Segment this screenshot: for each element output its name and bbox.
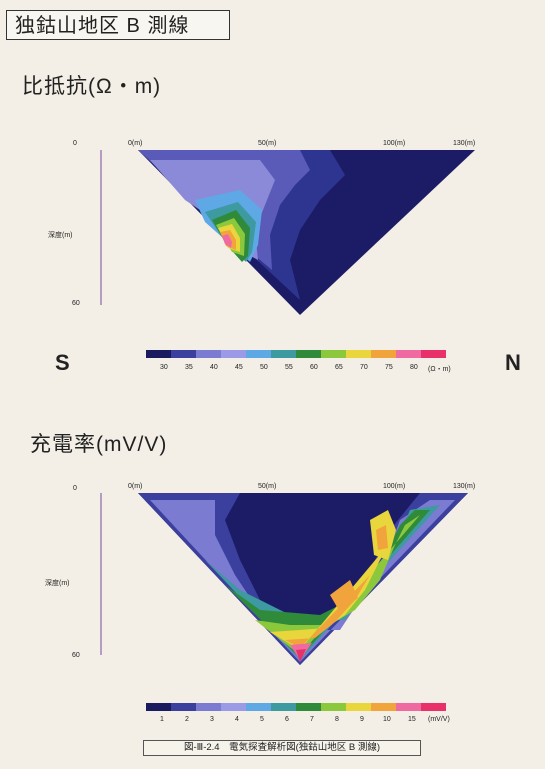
resistivity-scale-tick: 35 [185,364,193,371]
resistivity-scale-unit: (Ω・m) [428,366,451,373]
resistivity-scale-tick: 65 [335,364,343,371]
resistivity-scale-tick: 75 [385,364,393,371]
north-label: N [505,350,521,375]
chargeability-scale-tick: 15 [408,716,416,723]
chargeability-x-tick-0: 0(m) [128,483,143,490]
south-label: S [55,350,70,375]
resistivity-depth-label: 深度(m) [48,232,73,239]
chargeability-scale-unit: (mV/V) [428,716,450,723]
chargeability-heading: 充電率(mV/V) [30,433,168,456]
resistivity-scale-tick: 60 [310,364,318,371]
resistivity-section [138,150,475,315]
chargeability-y-tick-0: 0 [73,485,77,492]
resistivity-y-tick-60: 60 [72,300,80,307]
chargeability-scale-tick: 5 [260,716,264,723]
chargeability-depth-label: 深度(m) [45,580,70,587]
chargeability-section [138,493,468,665]
resistivity-scale-tick: 70 [360,364,368,371]
resistivity-x-tick-100: 100(m) [383,140,406,147]
resistivity-x-tick-50: 50(m) [258,140,277,147]
resistivity-scale-tick: 40 [210,364,218,371]
chargeability-x-tick-50: 50(m) [258,483,277,490]
chargeability-scale-tick: 7 [310,716,314,723]
resistivity-scale-tick: 55 [285,364,293,371]
chargeability-scale-tick: 9 [360,716,364,723]
chargeability-x-tick-130: 130(m) [453,483,476,490]
resistivity-scale-tick: 50 [260,364,268,371]
resistivity-scale-tick: 80 [410,364,418,371]
chargeability-scale-tick: 1 [160,716,164,723]
resistivity-x-tick-130: 130(m) [453,140,476,147]
chargeability-scale-tick: 3 [210,716,214,723]
chargeability-color-scale [146,703,446,711]
resistivity-y-tick-0: 0 [73,140,77,147]
chargeability-scale-tick: 6 [285,716,289,723]
chargeability-y-tick-60: 60 [72,652,80,659]
resistivity-color-scale [146,350,446,358]
resistivity-x-tick-0: 0(m) [128,140,143,147]
resistivity-scale-tick: 45 [235,364,243,371]
figure-caption: 図-Ⅲ-2.4 電気探査解析図(独鈷山地区 B 測線) [143,740,421,756]
resistivity-scale-tick: 30 [160,364,168,371]
chargeability-scale-tick: 10 [383,716,391,723]
page-title: 独鈷山地区 B 測線 [6,10,230,40]
resistivity-heading: 比抵抗(Ω・m) [22,75,162,98]
chargeability-scale-tick: 2 [185,716,189,723]
chargeability-x-tick-100: 100(m) [383,483,406,490]
chargeability-scale-tick: 4 [235,716,239,723]
chargeability-scale-tick: 8 [335,716,339,723]
